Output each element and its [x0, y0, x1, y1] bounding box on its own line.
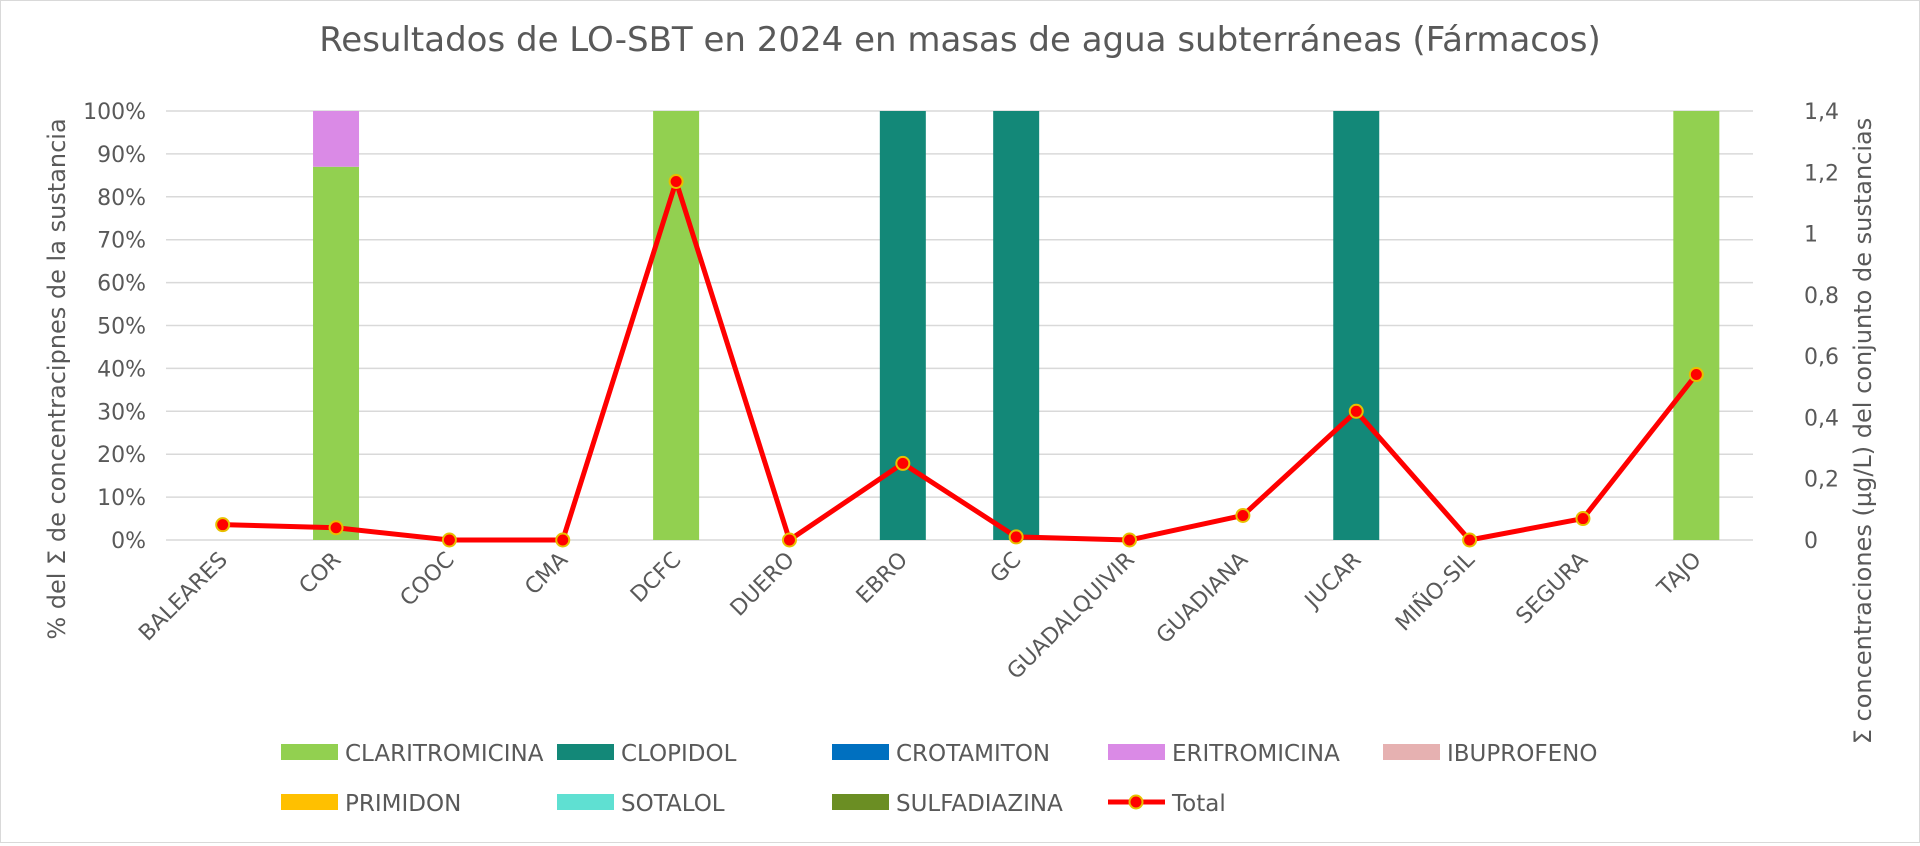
bars — [313, 111, 1720, 540]
legend-swatch — [1383, 744, 1440, 760]
legend-swatch — [557, 794, 614, 810]
right-axis-title: Σ concentraciones (µg/L) del conjunto de… — [1849, 118, 1877, 744]
total-point — [781, 532, 797, 548]
bar-segment — [313, 166, 360, 540]
legend-label: ERITROMICINA — [1172, 741, 1340, 767]
legend-swatch — [832, 794, 889, 810]
category-label: DCFC — [626, 548, 686, 608]
left-tick-label: 10% — [97, 486, 146, 511]
legend-marker — [1128, 794, 1144, 810]
legend-swatch — [281, 744, 338, 760]
total-point — [555, 532, 571, 548]
chart-title: Resultados de LO-SBT en 2024 en masas de… — [319, 20, 1601, 60]
left-tick-label: 0% — [111, 529, 146, 554]
category-label: BALEARES — [134, 548, 233, 647]
right-tick-label: 1,4 — [1804, 100, 1839, 125]
left-tick-label: 70% — [97, 229, 146, 254]
total-point — [1348, 403, 1364, 419]
right-tick-label: 0,4 — [1804, 406, 1839, 431]
right-tick-label: 0,6 — [1804, 345, 1839, 370]
category-label: JUCAR — [1299, 548, 1366, 615]
bar-segment — [1673, 111, 1720, 540]
left-tick-label: 30% — [97, 400, 146, 425]
category-labels: BALEARES COR COOC CMA DCFC DUERO EBRO GCGUADALQ… — [134, 546, 1706, 685]
bar-segment — [313, 111, 360, 167]
left-tick-label: 90% — [97, 143, 146, 168]
legend: CLARITROMICINA CLOPIDOL CROTAMITON ERITROMI… — [281, 741, 1597, 817]
left-axis-title: % del Σ de concentracipnes de la sustanc… — [43, 118, 71, 639]
category-label: CMA — [520, 548, 573, 601]
legend-label: CROTAMITON — [896, 741, 1050, 767]
left-axis-ticks: 0% 10% 20% 30% 40% 50% 60% 70% 80% 90% 100% — [83, 100, 146, 554]
right-tick-label: 0 — [1804, 529, 1818, 554]
right-tick-label: 0,8 — [1804, 284, 1839, 309]
legend-label: SOTALOL — [621, 791, 725, 817]
left-tick-label: 100% — [83, 100, 146, 125]
legend-label: PRIMIDON — [345, 791, 461, 817]
legend-swatch — [557, 744, 614, 760]
bar-segment — [993, 111, 1040, 540]
total-point — [895, 455, 911, 471]
right-tick-label: 1,2 — [1804, 161, 1839, 186]
right-tick-label: 0,2 — [1804, 468, 1839, 493]
total-point — [328, 520, 344, 536]
total-point — [1688, 367, 1704, 383]
category-label: COOC — [396, 548, 460, 612]
left-tick-label: 60% — [97, 272, 146, 297]
total-line-path — [222, 178, 1699, 543]
gridlines — [166, 110, 1753, 541]
category-label: GC — [986, 548, 1027, 589]
category-label: GUADIANA — [1152, 548, 1253, 649]
right-axis-ticks: 0 0,2 0,4 0,6 0,8 1 1,2 1,4 — [1804, 100, 1839, 554]
category-label: SEGURA — [1512, 548, 1594, 630]
category-label: COR — [295, 548, 347, 600]
total-point — [215, 517, 231, 533]
legend-label: CLOPIDOL — [621, 741, 737, 767]
category-label: TAJO — [1652, 548, 1706, 602]
legend-label: IBUPROFENO — [1447, 741, 1597, 767]
total-line — [215, 173, 1704, 548]
total-point — [1575, 511, 1591, 527]
left-tick-label: 20% — [97, 443, 146, 468]
category-label: MIÑO-SIL — [1390, 546, 1481, 637]
category-label: EBRO — [852, 548, 913, 609]
category-label: DUERO — [726, 548, 800, 622]
left-tick-label: 80% — [97, 186, 146, 211]
legend-label: Total — [1171, 791, 1226, 817]
total-point — [1462, 532, 1478, 548]
total-point — [1122, 532, 1138, 548]
legend-label: CLARITROMICINA — [345, 741, 544, 767]
total-point — [1008, 529, 1024, 545]
left-tick-label: 50% — [97, 315, 146, 340]
legend-label: SULFADIAZINA — [896, 791, 1063, 817]
legend-swatch — [1108, 744, 1165, 760]
total-point — [1235, 507, 1251, 523]
right-tick-label: 1 — [1804, 223, 1818, 248]
left-tick-label: 40% — [97, 357, 146, 382]
legend-swatch — [281, 794, 338, 810]
bar-segment — [1333, 111, 1380, 540]
total-point — [668, 173, 684, 189]
total-point — [441, 532, 457, 548]
legend-swatch — [832, 744, 889, 760]
